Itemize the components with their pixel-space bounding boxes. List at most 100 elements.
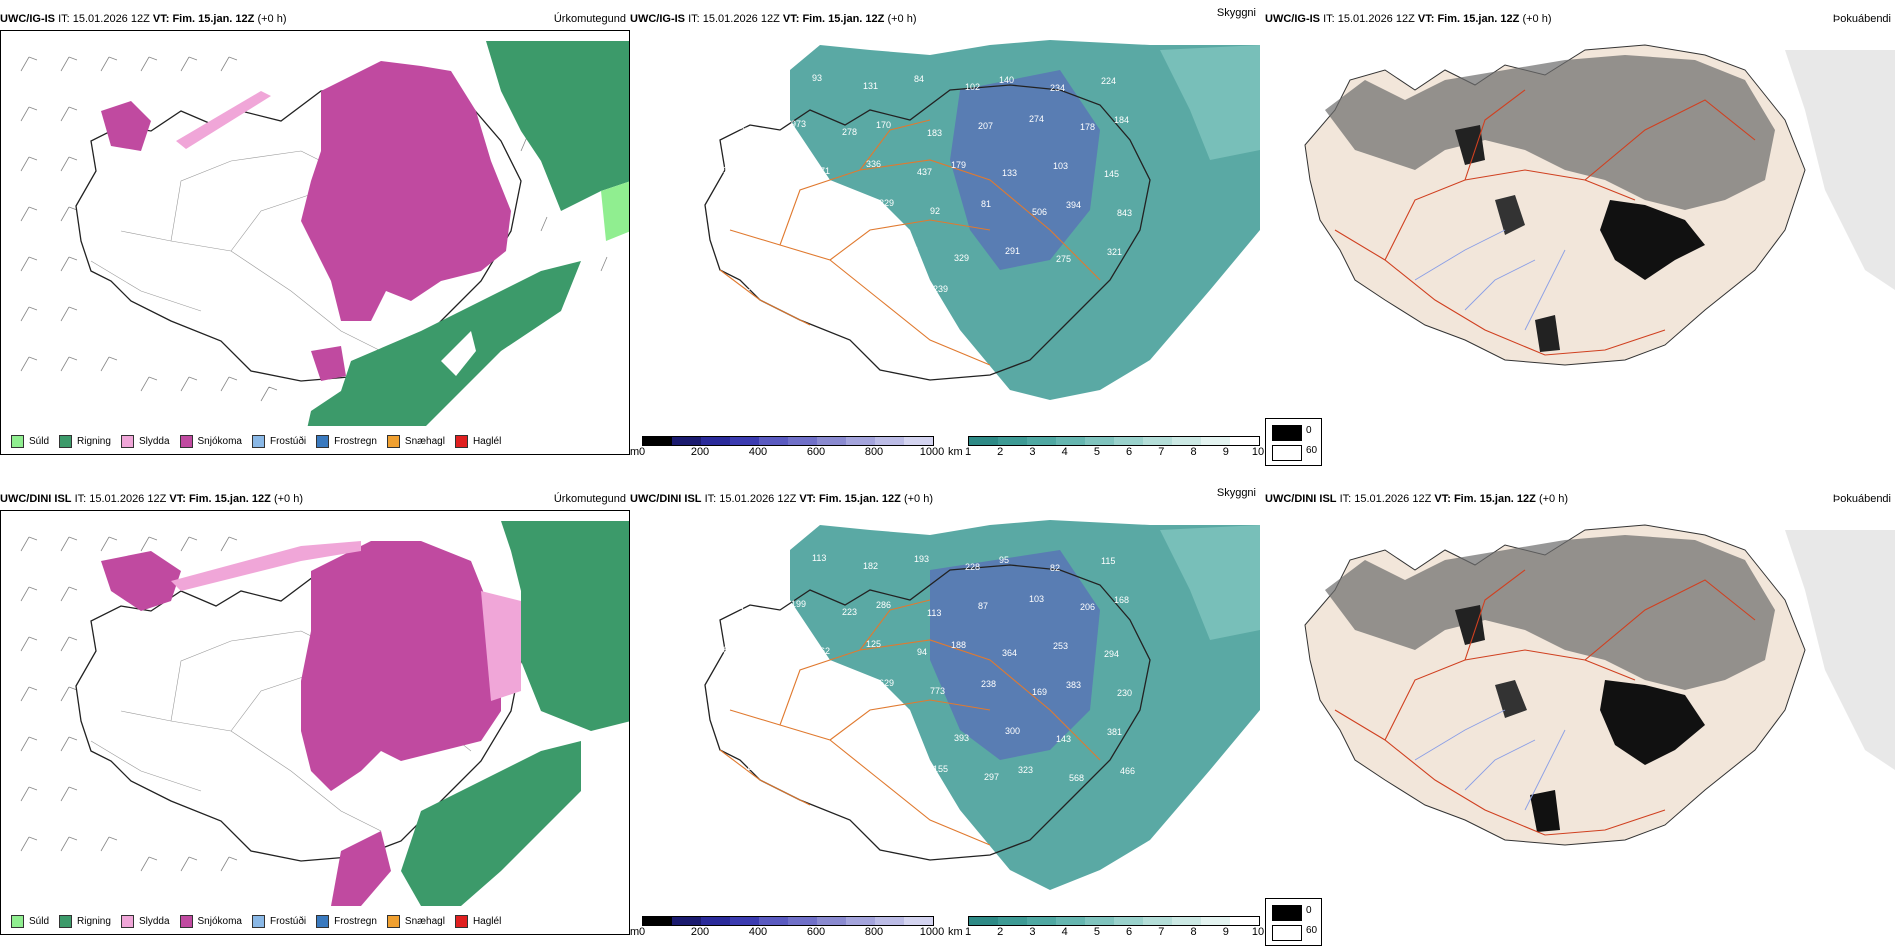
- vt-value: Fim. 15.jan. 12Z: [1453, 493, 1536, 505]
- colorbar-tick-label: 0: [638, 446, 646, 458]
- colorbar-step: [1114, 437, 1143, 445]
- legend-item: Snjókoma: [179, 434, 242, 448]
- colorbar-step: [788, 917, 817, 925]
- it-label: IT:: [1339, 493, 1352, 505]
- it-value: 15.01.2026 12Z: [1354, 493, 1432, 505]
- colorbar-tick-label: 10: [1251, 926, 1265, 938]
- cloud-base-value: 207: [978, 121, 993, 131]
- lead-time: (+0 h): [1538, 493, 1568, 505]
- cloud-base-value: 313: [831, 763, 846, 773]
- cloud-base-value: 145: [1104, 169, 1119, 179]
- panel-parameter-title: Skyggni: [1216, 487, 1256, 499]
- colorbar-tick-label: 1: [964, 926, 972, 938]
- fog-legend-dark-label: 0: [1306, 425, 1312, 436]
- fog-sea-haze: [1785, 530, 1895, 770]
- fog-index-map[interactable]: [1265, 30, 1895, 455]
- cloud-base-value: 336: [866, 159, 881, 169]
- legend-item: Haglél: [454, 434, 501, 448]
- cloud-base-value: 131: [863, 81, 878, 91]
- panel-title: UWC/IG-IS IT: 15.01.2026 12Z VT: Fim. 15…: [0, 8, 630, 30]
- colorbar-tick-label: 600: [806, 926, 826, 938]
- cloud-base-value: 274: [1029, 114, 1044, 124]
- cloud-base-value: 93: [812, 73, 822, 83]
- legend-item: Slydda: [120, 914, 170, 928]
- roads: [1334, 569, 1756, 836]
- colorbar-tick-label: 200: [690, 446, 710, 458]
- precip-type-panel-row2: UWC/DINI ISL IT: 15.01.2026 12Z VT: Fim.…: [0, 488, 630, 943]
- cloud-base-value: 286: [876, 600, 891, 610]
- legend-item: Rigning: [59, 914, 111, 928]
- cloud-base-value: 394: [1066, 200, 1081, 210]
- it-label: IT:: [58, 13, 70, 25]
- cloud-base-value: 323: [1018, 765, 1033, 775]
- colorbar-step: [701, 917, 730, 925]
- legend-item: Frostúði: [251, 434, 306, 448]
- model-name: UWC/DINI ISL: [630, 493, 702, 505]
- legend-swatch: [251, 914, 265, 928]
- vt-label: VT:: [782, 13, 800, 25]
- cloud-base-value: 773: [930, 686, 945, 696]
- colorbar-step: [846, 437, 875, 445]
- colorbar-tick-label: 400: [748, 446, 768, 458]
- sleet-band: [171, 541, 361, 591]
- legend-label: Snjókoma: [197, 435, 242, 447]
- cloud-base-value: 187: [746, 762, 761, 772]
- cloud-base-value: 321: [1107, 247, 1122, 257]
- visibility-map[interactable]: 115 163 93 131 84 102 140 234 224 271 973 278 170 183…: [630, 30, 1260, 455]
- colorbar-tick-label: 800: [864, 446, 884, 458]
- fog-sea-haze: [1785, 50, 1895, 290]
- legend-item: Frostúði: [251, 914, 306, 928]
- colorbar-step: [759, 917, 788, 925]
- colorbar-tick-label: 4: [1061, 926, 1068, 938]
- visibility-colorbar: 1 2 3 4 5 6 7 8 9 10 km: [948, 916, 1264, 944]
- cloud-base-value: 297: [984, 772, 999, 782]
- it-label: IT:: [688, 13, 700, 25]
- visibility-colorbar: 1 2 3 4 5 6 7 8 9 10 km: [948, 436, 1264, 464]
- colorbar-tick-label: 9: [1222, 446, 1229, 458]
- colorbar-tick-label: 1: [964, 446, 972, 458]
- model-name: UWC/DINI ISL: [1265, 493, 1337, 505]
- cloud-base-value: 568: [1069, 773, 1084, 783]
- cloud-base-value: 169: [1032, 687, 1047, 697]
- colorbar-step: [701, 437, 730, 445]
- cloud-base-value: 103: [1053, 161, 1068, 171]
- fog-index-map[interactable]: [1265, 510, 1895, 935]
- legend-label: Frostregn: [334, 915, 377, 927]
- cloud-base-value: 178: [1080, 122, 1095, 132]
- colorbar-tick-label: 200: [690, 926, 710, 938]
- colorbar-step: [759, 437, 788, 445]
- legend-swatch: [120, 914, 134, 928]
- fog-index-panel-row2: UWC/DINI ISL IT: 15.01.2026 12Z VT: Fim.…: [1265, 488, 1895, 946]
- snowfall-s: [311, 346, 346, 381]
- legend-swatch: [59, 914, 73, 928]
- cloud-base-value: 211: [855, 792, 869, 802]
- colorbar-step: [730, 437, 759, 445]
- cloud-base-value: 168: [1114, 595, 1129, 605]
- visibility-panel-row2: UWC/DINI ISL IT: 15.01.2026 12Z VT: Fim.…: [630, 487, 1264, 944]
- legend-swatch: [454, 914, 468, 928]
- colorbar-tick-label: 10: [1251, 446, 1265, 458]
- colorbar-step: [672, 437, 701, 445]
- vt-label: VT:: [152, 13, 170, 25]
- cloud-base-value: 281: [713, 165, 728, 175]
- cloud-base-value: 329: [954, 253, 969, 263]
- colorbar-step: [643, 917, 672, 925]
- precip-type-map[interactable]: Súld Rigning Slydda Snjókoma Frostúði Frostre…: [0, 510, 630, 935]
- fog-gray-highlands: [1325, 535, 1775, 690]
- cloud-base-value: 229: [879, 198, 894, 208]
- cloud-base-value: 239: [933, 284, 948, 294]
- cloud-base-value: 182: [863, 561, 878, 571]
- cloud-base-value: 68: [764, 158, 774, 168]
- legend-label: Snjókoma: [197, 915, 242, 927]
- precip-type-legend: Súld Rigning Slydda Snjókoma Frostúði Frostre…: [1, 908, 501, 934]
- visibility-map[interactable]: 890 970 113 182 193 228 95 82 115 128 199 223 286 113…: [630, 510, 1260, 935]
- colorbar-step: [904, 437, 933, 445]
- colorbar-tick-label: 8: [1190, 446, 1197, 458]
- precip-type-map[interactable]: Súld Rigning Slydda Snjókoma Frostúði Frostre…: [0, 30, 630, 455]
- legend-label: Súld: [29, 435, 50, 447]
- cloud-base-value: 122: [818, 244, 833, 254]
- cloud-base-value: 102: [965, 82, 980, 92]
- legend-item: Súld: [11, 434, 50, 448]
- colorbar-tick-label: 7: [1158, 926, 1165, 938]
- legend-swatch: [386, 914, 400, 928]
